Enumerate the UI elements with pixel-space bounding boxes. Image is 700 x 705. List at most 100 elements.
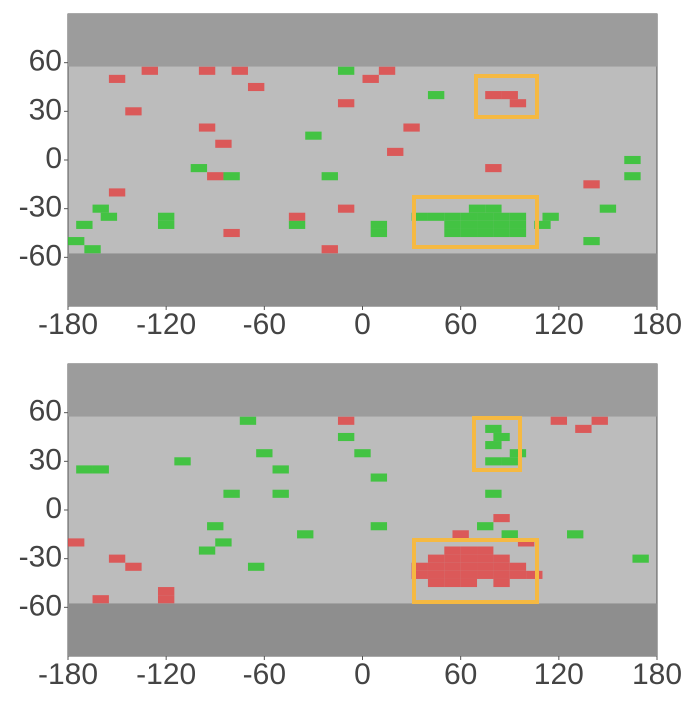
x-tick-label: 60 (444, 308, 477, 341)
grid-cell (174, 457, 191, 466)
grid-cell (583, 180, 600, 189)
grid-cell (485, 204, 502, 213)
grid-cell (460, 212, 478, 221)
grid-cell (509, 228, 527, 238)
grid-cell (427, 570, 445, 579)
grid-cell (575, 424, 592, 433)
grid-cell (427, 578, 445, 588)
grid-cell (567, 530, 584, 539)
grid-cell (337, 99, 355, 108)
grid-cell (468, 204, 486, 213)
grid-cell (157, 212, 175, 221)
grid-cell (288, 212, 306, 221)
grid-cell (493, 212, 510, 221)
grid-cell (157, 595, 175, 604)
grid-cell (92, 204, 109, 213)
grid-cell (501, 457, 518, 466)
grid-cell (157, 587, 175, 596)
grid-cell (198, 546, 216, 555)
grid-cell (215, 139, 232, 148)
grid-cell (485, 489, 502, 498)
grid-cell (141, 66, 158, 75)
grid-cell (411, 212, 428, 221)
grid-cell (272, 465, 289, 474)
x-tick-label: -180 (38, 658, 98, 691)
grid-cell (509, 562, 527, 571)
grid-cell (231, 66, 248, 75)
grid-cell (198, 66, 216, 75)
grid-cell (354, 449, 371, 458)
highlight-box (472, 416, 522, 472)
grid-cell (68, 237, 85, 246)
grid-cell (493, 432, 510, 442)
grid-cell (444, 562, 461, 571)
grid-cell (256, 449, 273, 458)
grid-cell (370, 522, 388, 531)
grid-cell (477, 562, 494, 571)
grid-cell (370, 228, 388, 238)
grid-cell (76, 220, 93, 229)
y-tick-label: -60 (19, 239, 62, 272)
grid-cell (477, 220, 494, 229)
grid-cell (125, 562, 142, 571)
x-tick-label: 120 (534, 658, 584, 691)
grid-cell (444, 212, 461, 221)
polar-band (68, 253, 657, 306)
grid-cell (92, 595, 109, 604)
grid-cell (485, 424, 502, 433)
grid-cell (444, 578, 461, 588)
grid-cell (92, 465, 109, 474)
grid-cell (157, 220, 175, 229)
grid-cell (247, 82, 265, 92)
grid-cell (444, 220, 461, 229)
grid-cell (321, 245, 338, 254)
grid-cell (509, 449, 527, 458)
x-tick-label: 180 (632, 308, 682, 341)
polar-band (68, 14, 657, 67)
grid-cell (493, 562, 510, 571)
grid-cell (198, 123, 216, 132)
grid-cell (305, 131, 322, 140)
highlight-box (412, 538, 539, 604)
grid-cell (460, 554, 478, 563)
grid-cell (370, 220, 388, 229)
grid-cell (460, 562, 478, 571)
x-tick-label: 60 (444, 658, 477, 691)
grid-cell (632, 554, 649, 563)
grid-cell (337, 66, 355, 75)
grid-cell (403, 123, 420, 132)
y-tick-label: -30 (19, 191, 62, 224)
grid-cell (223, 172, 240, 181)
grid-cell (321, 172, 338, 181)
grid-cell (207, 172, 224, 181)
grid-cell (509, 570, 527, 579)
grid-cell (460, 228, 478, 238)
grid-cell (247, 562, 265, 571)
map-panel: -180 -120 -60 0 60 120 180 -60 -30 0 30 60 (19, 13, 682, 341)
grid-cell (207, 522, 224, 531)
grid-cell (411, 562, 428, 571)
grid-cell (493, 228, 510, 238)
grid-cell (427, 212, 445, 221)
grid-cell (460, 220, 478, 229)
grid-cell (591, 416, 608, 425)
y-tick-label: 30 (29, 443, 62, 476)
grid-cell (108, 554, 126, 563)
polar-band (68, 364, 657, 417)
grid-cell (493, 570, 510, 579)
grid-cell (509, 212, 527, 221)
grid-cell (223, 489, 240, 498)
grid-cell (460, 546, 478, 555)
grid-cell (272, 489, 289, 498)
x-tick-label: -120 (136, 658, 196, 691)
grid-cell (387, 147, 404, 156)
grid-cell (125, 107, 142, 116)
grid-cell (493, 220, 510, 229)
x-tick-label: 0 (354, 308, 371, 341)
grid-cell (493, 514, 510, 523)
grid-cell (452, 530, 469, 539)
grid-cell (444, 546, 461, 555)
y-tick-label: 0 (45, 492, 62, 525)
grid-cell (68, 538, 85, 547)
